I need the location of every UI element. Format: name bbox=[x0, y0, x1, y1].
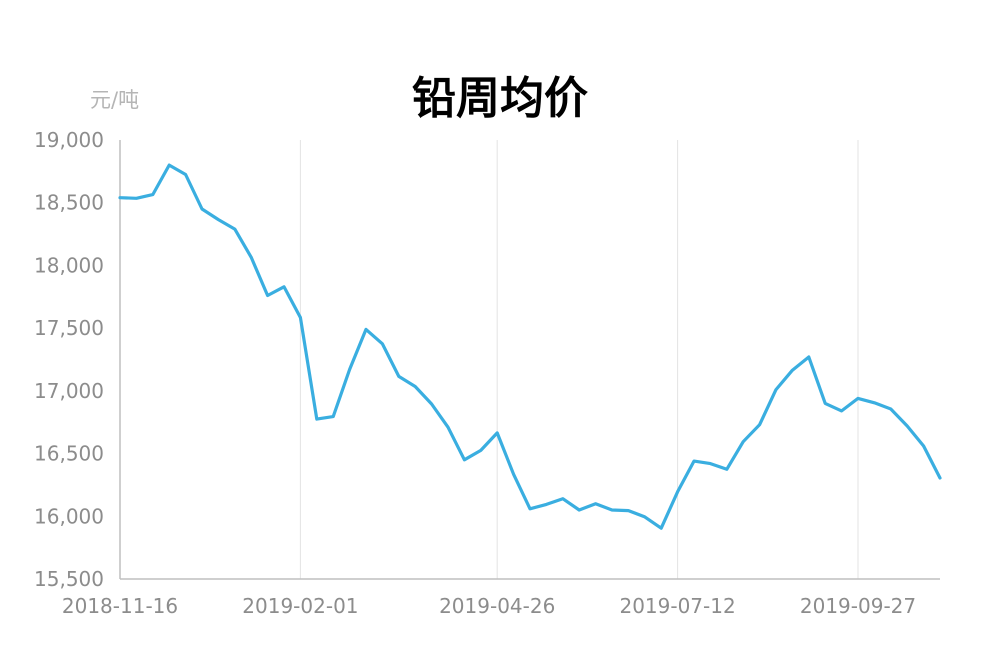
chart-title: 铅周均价 bbox=[412, 73, 588, 124]
data-point bbox=[167, 163, 171, 167]
y-axis-unit-label: 元/吨 bbox=[90, 88, 140, 112]
data-point bbox=[807, 355, 811, 359]
data-point bbox=[430, 402, 434, 406]
data-point bbox=[249, 255, 253, 259]
data-point bbox=[840, 409, 844, 413]
data-point bbox=[643, 515, 647, 519]
data-point bbox=[266, 294, 270, 298]
data-point bbox=[610, 508, 614, 512]
data-point bbox=[823, 401, 827, 405]
y-tick-label: 17,500 bbox=[34, 316, 104, 340]
data-point bbox=[774, 388, 778, 392]
data-point bbox=[872, 401, 876, 405]
data-point bbox=[594, 502, 598, 506]
data-point bbox=[692, 459, 696, 463]
data-point bbox=[331, 415, 335, 419]
data-point bbox=[725, 467, 729, 471]
x-tick-label: 2019-09-27 bbox=[800, 594, 916, 618]
y-tick-label: 19,000 bbox=[34, 128, 104, 152]
data-point bbox=[233, 227, 237, 231]
data-point bbox=[544, 502, 548, 506]
data-point bbox=[495, 431, 499, 435]
price-series-line bbox=[118, 163, 942, 530]
data-point bbox=[708, 462, 712, 466]
data-point bbox=[118, 196, 122, 200]
data-point bbox=[790, 368, 794, 372]
data-point bbox=[413, 384, 417, 388]
axes bbox=[119, 140, 940, 580]
y-tick-label: 15,500 bbox=[34, 567, 104, 591]
y-tick-labels: 19,000 18,500 18,000 17,500 17,000 16,500 16,0… bbox=[34, 128, 104, 591]
data-point bbox=[462, 458, 466, 462]
y-tick-label: 16,000 bbox=[34, 504, 104, 528]
y-tick-label: 18,500 bbox=[34, 191, 104, 215]
x-tick-labels: 2018-11-16 2019-02-01 2019-04-26 2019-07-12… bbox=[62, 594, 916, 618]
vertical-grid bbox=[299, 140, 859, 579]
data-point bbox=[676, 490, 680, 494]
data-point bbox=[134, 196, 138, 200]
data-point bbox=[938, 476, 942, 480]
data-point bbox=[512, 472, 516, 476]
data-point bbox=[446, 425, 450, 429]
x-tick-label: 2018-11-16 bbox=[62, 594, 178, 618]
data-point bbox=[889, 407, 893, 411]
data-point bbox=[758, 423, 762, 427]
y-tick-label: 16,500 bbox=[34, 442, 104, 466]
y-tick-label: 17,000 bbox=[34, 379, 104, 403]
data-point bbox=[626, 509, 630, 513]
data-point bbox=[528, 507, 532, 511]
data-point bbox=[282, 285, 286, 289]
data-point bbox=[561, 497, 565, 501]
x-tick-label: 2019-02-01 bbox=[242, 594, 358, 618]
data-point bbox=[216, 218, 220, 222]
y-tick-label: 18,000 bbox=[34, 253, 104, 277]
data-point bbox=[200, 207, 204, 211]
data-point bbox=[315, 417, 319, 421]
data-point bbox=[151, 193, 155, 197]
x-tick-label: 2019-04-26 bbox=[439, 594, 555, 618]
data-point bbox=[479, 448, 483, 452]
data-point bbox=[922, 444, 926, 448]
data-point bbox=[659, 526, 663, 530]
data-point bbox=[856, 396, 860, 400]
data-point bbox=[348, 368, 352, 372]
data-point bbox=[741, 440, 745, 444]
data-point bbox=[380, 342, 384, 346]
data-point bbox=[184, 172, 188, 176]
data-point bbox=[298, 315, 302, 319]
data-point bbox=[364, 327, 368, 331]
data-point bbox=[905, 424, 909, 428]
data-point bbox=[397, 374, 401, 378]
data-point bbox=[577, 508, 581, 512]
x-tick-label: 2019-07-12 bbox=[619, 594, 735, 618]
series-layer bbox=[118, 163, 942, 530]
